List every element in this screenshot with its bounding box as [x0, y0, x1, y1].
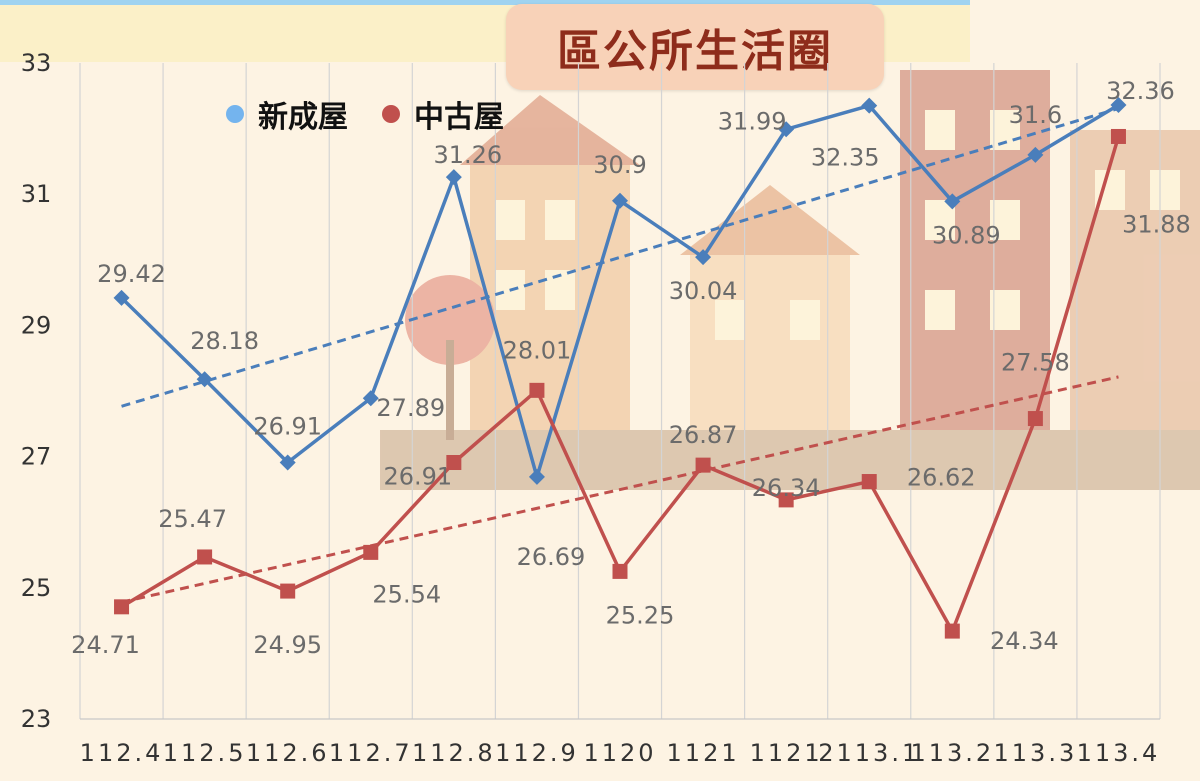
data-label-new: 28.18 [190, 327, 259, 355]
x-tick-label: 113.4 [1077, 739, 1161, 767]
data-point-used [944, 623, 960, 639]
data-point-used [529, 382, 545, 398]
data-point-used [114, 599, 130, 615]
data-point-used [1110, 128, 1126, 144]
data-point-new [196, 371, 213, 388]
data-label-used: 26.34 [752, 474, 821, 502]
title-banner: 區公所生活圈 [506, 4, 884, 90]
data-point-used [612, 563, 628, 579]
data-label-used: 26.87 [669, 421, 738, 449]
x-tick-label: 1121 [750, 739, 823, 767]
data-label-new: 31.6 [1009, 101, 1062, 129]
legend-item-used: 中古屋 [382, 92, 504, 136]
y-tick-label: 23 [21, 705, 52, 733]
data-point-new [279, 454, 296, 471]
legend-label-used: 中古屋 [414, 100, 504, 135]
data-point-new [1110, 96, 1127, 113]
legend-marker-used [382, 105, 400, 123]
data-label-used: 26.91 [383, 463, 452, 491]
chart-title: 區公所生活圈 [557, 26, 833, 77]
x-tick-label: 113.2 [910, 739, 994, 767]
data-label-used: 24.34 [990, 627, 1059, 655]
x-tick-label: 112.7 [329, 739, 413, 767]
x-tick-label: 112.8 [412, 739, 496, 767]
data-label-used: 25.25 [606, 601, 675, 629]
data-point-new [528, 468, 545, 485]
data-point-new [695, 249, 712, 266]
data-point-new [113, 289, 130, 306]
data-label-new: 30.9 [593, 151, 646, 179]
data-label-new: 30.89 [932, 221, 1001, 249]
data-label-used: 27.58 [1001, 349, 1070, 377]
data-label-used: 24.95 [253, 631, 322, 659]
y-tick-label: 25 [21, 574, 52, 602]
y-tick-label: 29 [21, 311, 52, 339]
trendline-new [121, 107, 1119, 408]
y-tick-label: 27 [21, 443, 52, 471]
data-label-new: 26.69 [517, 543, 586, 571]
x-tick-label: 112.5 [163, 739, 247, 767]
data-label-new: 31.26 [433, 141, 502, 169]
data-point-used [197, 549, 213, 565]
data-label-used: 25.47 [158, 505, 227, 533]
data-label-new: 32.35 [811, 144, 880, 172]
data-point-new [778, 121, 795, 138]
x-tick-label: 1120 [583, 739, 656, 767]
data-point-used [695, 457, 711, 473]
legend-label-new: 新成屋 [258, 100, 348, 135]
data-point-used [861, 474, 877, 490]
x-tick-label: 112.6 [246, 739, 330, 767]
x-tick-label: 1121 [667, 739, 740, 767]
x-tick-label: 2113.1 [818, 739, 920, 767]
data-label-new: 31.99 [718, 107, 787, 135]
legend-item-new: 新成屋 [226, 92, 348, 136]
data-label-used: 31.88 [1122, 210, 1191, 238]
series-line-used [120, 135, 1121, 633]
data-point-used [363, 544, 379, 560]
legend: 新成屋 中古屋 [226, 92, 538, 136]
data-point-new [861, 97, 878, 114]
y-tick-label: 31 [21, 180, 52, 208]
data-label-new: 26.91 [253, 413, 322, 441]
data-point-used [446, 455, 462, 471]
x-tick-label: 112.4 [80, 739, 164, 767]
data-label-new: 32.36 [1106, 77, 1175, 105]
data-label-new: 27.89 [376, 394, 445, 422]
data-point-new [612, 192, 628, 209]
data-label-new: 30.04 [669, 277, 738, 305]
data-label-new: 29.42 [97, 260, 166, 288]
x-tick-label: 113.3 [994, 739, 1078, 767]
data-label-used: 26.62 [907, 464, 976, 492]
legend-marker-new [226, 105, 244, 123]
trendline-used [121, 375, 1119, 604]
data-point-new [362, 390, 379, 407]
data-label-used: 28.01 [503, 336, 572, 364]
data-point-new [1027, 146, 1044, 163]
data-point-used [1027, 411, 1043, 427]
data-label-used: 24.71 [71, 631, 140, 659]
data-point-used [280, 583, 296, 599]
x-tick-label: 112.9 [495, 739, 579, 767]
data-point-new [445, 169, 462, 186]
data-point-new [944, 193, 961, 210]
y-tick-label: 33 [21, 49, 52, 77]
data-label-used: 25.54 [372, 580, 441, 608]
data-point-used [778, 492, 794, 508]
